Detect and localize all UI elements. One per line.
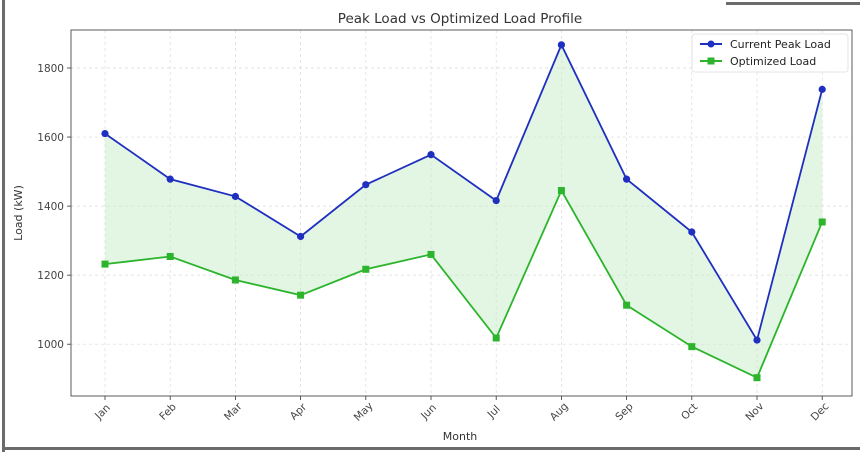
y-tick-label: 1200 (37, 270, 64, 282)
y-tick-label: 1600 (37, 132, 64, 144)
data-point-1 (427, 250, 435, 258)
window-frame-bottom (2, 447, 860, 450)
data-point-1 (492, 334, 500, 342)
window-frame-top-right (726, 2, 860, 5)
x-tick-label: Mar (222, 400, 245, 423)
series-layer (101, 41, 826, 382)
data-point-1 (557, 187, 565, 195)
data-point-0 (166, 175, 174, 183)
legend: Current Peak Load Optimized Load (691, 33, 849, 73)
x-tick-label: Sep (613, 400, 636, 423)
x-tick-label: Apr (288, 401, 310, 423)
data-point-1 (231, 276, 239, 284)
x-tick-label: Jul (485, 403, 503, 421)
y-tick-label: 1000 (37, 339, 64, 351)
plot-area (70, 29, 853, 397)
x-tick-label: Aug (548, 400, 571, 423)
x-tick-label: Dec (809, 400, 832, 423)
legend-label-optimized: Optimized Load (730, 55, 816, 68)
data-point-0 (492, 196, 500, 205)
x-tick-label: Feb (157, 401, 179, 423)
data-point-1 (818, 218, 826, 226)
legend-box (691, 33, 849, 73)
data-point-1 (362, 265, 370, 273)
x-axis-label: Month (443, 430, 478, 443)
data-point-1 (297, 291, 305, 299)
y-axis: 1000 1200 1400 1600 1800 (37, 63, 71, 351)
data-point-0 (623, 175, 631, 183)
y-tick-label: 1800 (37, 63, 64, 75)
data-point-1 (166, 253, 174, 261)
data-point-0 (231, 192, 239, 201)
x-tick-label: Jan (92, 402, 113, 423)
x-tick-label: May (352, 400, 376, 424)
y-axis-label: Load (kW) (12, 185, 25, 241)
data-point-0 (688, 228, 696, 236)
chart-title: Peak Load vs Optimized Load Profile (338, 11, 582, 27)
legend-marker-current-peak (707, 40, 715, 48)
series-line-1 (104, 188, 824, 379)
x-tick-label: Oct (679, 401, 700, 422)
data-point-0 (753, 336, 761, 344)
data-point-0 (101, 129, 109, 138)
window-frame-left (2, 0, 5, 452)
fill-between-polygon (105, 44, 823, 378)
data-point-0 (818, 85, 826, 93)
data-point-1 (688, 343, 696, 351)
data-point-1 (623, 301, 631, 309)
x-axis: Jan Feb Mar Apr May Jun Jul Aug Sep Oct Nov Dec (92, 396, 832, 424)
x-tick-label: Jun (418, 402, 439, 423)
y-tick-label: 1400 (37, 201, 64, 213)
data-point-0 (557, 41, 566, 49)
data-point-0 (297, 232, 305, 241)
legend-label-current-peak: Current Peak Load (730, 38, 831, 51)
data-point-1 (101, 260, 109, 268)
data-point-1 (753, 374, 761, 382)
fill-between-area (105, 44, 823, 378)
x-tick-label: Nov (743, 400, 766, 423)
data-point-0 (427, 151, 435, 159)
series-line-0 (104, 42, 824, 343)
legend-marker-optimized (707, 57, 715, 65)
data-point-0 (362, 181, 370, 189)
